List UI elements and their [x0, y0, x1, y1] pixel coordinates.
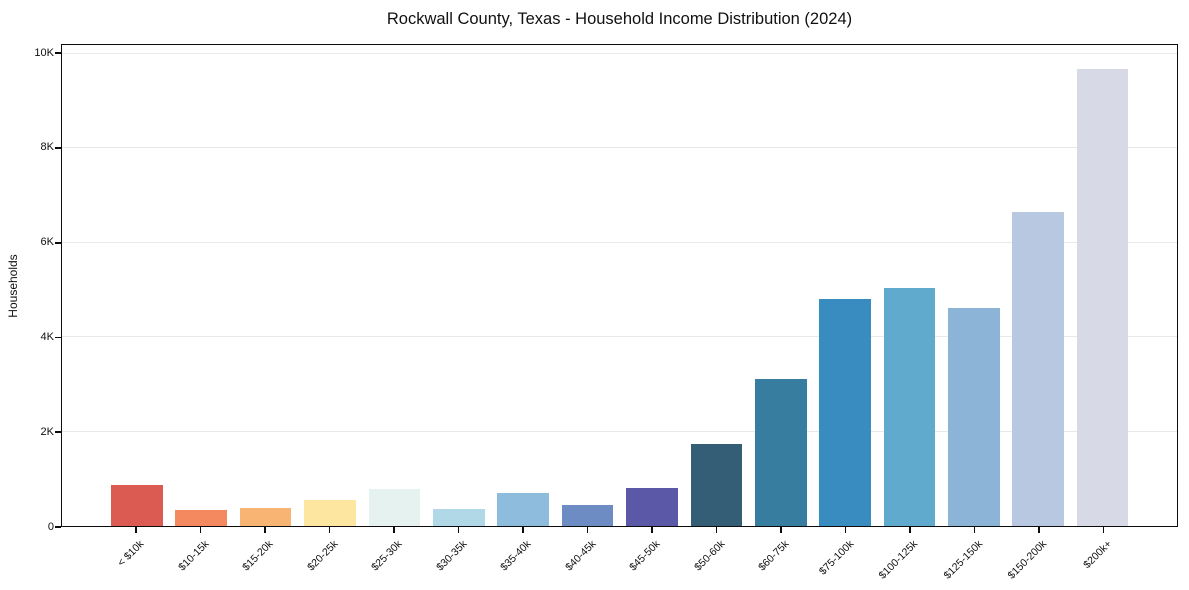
- x-tick-label: $100-125k: [876, 538, 921, 582]
- y-tick-mark: [55, 241, 61, 244]
- x-tick-label: $20-25k: [304, 538, 340, 574]
- x-tick-label: $45-50k: [627, 538, 663, 574]
- bar: [239, 507, 292, 526]
- x-tick-label: $60-75k: [756, 538, 792, 574]
- x-tick-mark: [393, 527, 395, 533]
- x-tick-label: < $10k: [115, 538, 147, 569]
- x-tick-mark: [457, 527, 460, 533]
- plot-area: [61, 44, 1178, 527]
- x-tick-label: $75-100k: [816, 538, 856, 578]
- y-tick-mark: [55, 336, 61, 339]
- x-tick-label: $40-45k: [562, 538, 598, 574]
- bar: [368, 488, 421, 526]
- x-tick-label: $35-40k: [498, 538, 534, 574]
- bar: [432, 509, 485, 526]
- bar: [111, 485, 163, 526]
- x-tick-mark: [780, 527, 782, 533]
- x-tick-label: $125-150k: [941, 538, 985, 582]
- x-tick-mark: [522, 527, 524, 533]
- y-tick-mark: [55, 146, 61, 149]
- y-tick-mark: [55, 526, 61, 528]
- bar: [304, 499, 356, 526]
- y-tick-mark: [55, 52, 61, 54]
- x-tick-mark: [328, 527, 331, 533]
- x-tick-label: $50-60k: [691, 538, 727, 574]
- y-tick-label: 4K: [40, 330, 54, 343]
- y-tick-label: 10K: [34, 46, 54, 59]
- gridline: [62, 241, 1177, 243]
- bar: [754, 379, 807, 526]
- chart-title: Rockwall County, Texas - Household Incom…: [386, 10, 853, 28]
- gridline: [62, 52, 1177, 54]
- x-tick-mark: [1038, 527, 1040, 533]
- x-tick-mark: [651, 527, 653, 533]
- y-tick-label: 2K: [40, 425, 54, 438]
- bar: [497, 492, 549, 526]
- x-tick-mark: [586, 527, 589, 533]
- y-tick-label: 6K: [40, 236, 54, 249]
- x-tick-label: $15-20k: [240, 538, 276, 574]
- x-tick-label: $25-30k: [369, 538, 405, 574]
- gridline: [62, 147, 1177, 149]
- x-tick-mark: [135, 527, 137, 533]
- bar: [690, 443, 743, 526]
- x-tick-label: $200k+: [1080, 538, 1114, 572]
- x-tick-mark: [264, 527, 266, 533]
- y-tick-label: 0: [47, 520, 54, 533]
- x-tick-mark: [844, 527, 847, 533]
- x-tick-mark: [715, 527, 718, 533]
- x-tick-mark: [1102, 527, 1105, 533]
- y-tick-label: 8K: [40, 141, 54, 154]
- x-tick-mark: [973, 527, 976, 533]
- bar: [1012, 212, 1065, 526]
- x-tick-label: $30-35k: [433, 538, 469, 574]
- x-tick-mark: [909, 527, 911, 533]
- gridline: [62, 430, 1177, 432]
- x-tick-label: $150-200k: [1005, 538, 1050, 582]
- y-tick-mark: [55, 431, 61, 434]
- bar: [883, 287, 936, 526]
- bar: [561, 504, 614, 526]
- bar: [819, 299, 871, 526]
- bar: [1076, 68, 1129, 526]
- gridline: [62, 336, 1177, 338]
- x-tick-mark: [199, 527, 202, 533]
- bar: [626, 487, 678, 526]
- bar: [948, 307, 1000, 526]
- bar: [175, 510, 228, 526]
- x-tick-label: $10-15k: [175, 538, 211, 574]
